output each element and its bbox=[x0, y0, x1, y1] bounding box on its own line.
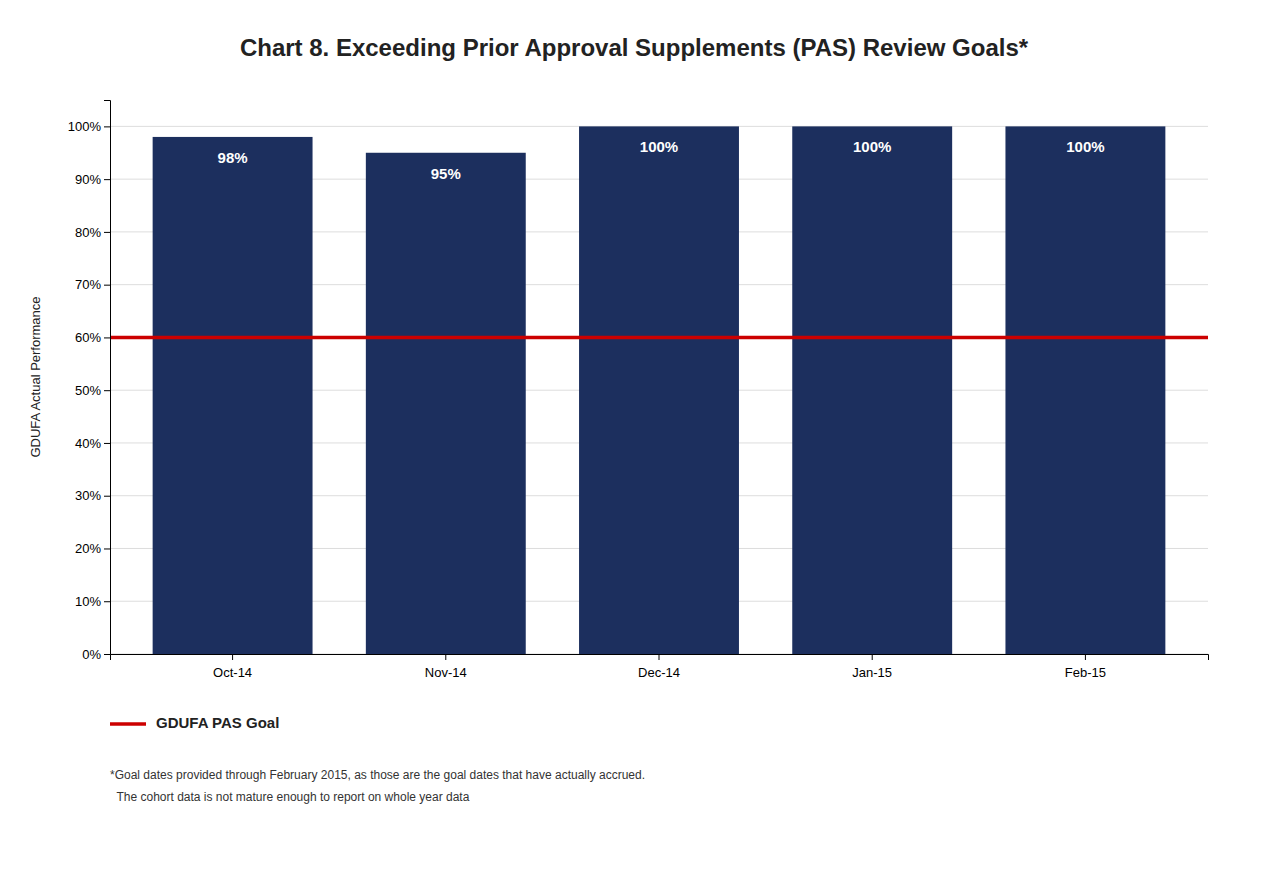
y-tick-label: 50% bbox=[75, 383, 101, 398]
x-tick-label: Jan-15 bbox=[852, 665, 892, 680]
y-tick: 0% bbox=[82, 647, 110, 662]
annotations: *Goal dates provided through February 20… bbox=[110, 768, 645, 804]
x-tick-label: Nov-14 bbox=[425, 665, 467, 680]
y-tick-mark bbox=[104, 601, 110, 602]
grid-line bbox=[110, 337, 1208, 338]
chart: Chart 8. Exceeding Prior Approval Supple… bbox=[0, 0, 1268, 884]
y-tick: 70% bbox=[75, 277, 110, 292]
y-tick-label: 10% bbox=[75, 594, 101, 609]
data-label: 100% bbox=[1066, 138, 1104, 155]
y-tick-label: 70% bbox=[75, 277, 101, 292]
y-tick: 50% bbox=[75, 383, 110, 398]
y-tick-mark bbox=[104, 443, 110, 444]
y-tick: 80% bbox=[75, 225, 110, 240]
y-tick-mark bbox=[104, 496, 110, 497]
y-tick-label: 20% bbox=[75, 541, 101, 556]
data-label: 95% bbox=[431, 165, 461, 182]
y-tick-mark bbox=[104, 285, 110, 286]
y-tick-label: 60% bbox=[75, 330, 101, 345]
x-tick: Nov-14 bbox=[425, 654, 467, 680]
y-tick: 30% bbox=[75, 488, 110, 503]
x-tick: Dec-14 bbox=[638, 654, 680, 680]
annotation: *Goal dates provided through February 20… bbox=[110, 768, 645, 782]
legend-swatch bbox=[110, 722, 146, 726]
x-tick: Oct-14 bbox=[213, 654, 252, 680]
x-axis: Oct-14 Nov-14 Dec-14 Jan-15 Feb-15 bbox=[111, 654, 1209, 680]
y-tick-label: 80% bbox=[75, 225, 101, 240]
marks bbox=[110, 126, 1208, 654]
bar bbox=[153, 137, 313, 654]
y-axis-title: GDUFA Actual Performance bbox=[28, 296, 43, 457]
title: Chart 8. Exceeding Prior Approval Supple… bbox=[240, 34, 1029, 61]
y-tick-mark bbox=[104, 232, 110, 233]
y-tick: 10% bbox=[75, 594, 110, 609]
y-tick-mark bbox=[104, 126, 110, 127]
legend-label: GDUFA PAS Goal bbox=[156, 714, 279, 731]
x-tick-label: Oct-14 bbox=[213, 665, 252, 680]
x-tick: Jan-15 bbox=[852, 654, 892, 680]
y-tick-label: 0% bbox=[82, 647, 101, 662]
x-tick: Feb-15 bbox=[1065, 654, 1106, 680]
grid bbox=[110, 126, 1208, 654]
y-axis-line bbox=[104, 101, 111, 655]
annotation: The cohort data is not mature enough to … bbox=[110, 790, 470, 804]
y-tick-label: 90% bbox=[75, 172, 101, 187]
y-tick: 90% bbox=[75, 172, 110, 187]
bar bbox=[1005, 126, 1165, 654]
y-tick-mark bbox=[104, 548, 110, 549]
bar bbox=[579, 126, 739, 654]
x-tick-mark bbox=[232, 654, 233, 660]
data-label: 100% bbox=[640, 138, 678, 155]
y-tick-mark bbox=[104, 654, 110, 655]
x-tick-mark bbox=[872, 654, 873, 660]
x-tick-mark bbox=[445, 654, 446, 660]
x-tick-mark bbox=[659, 654, 660, 660]
x-axis-line bbox=[111, 655, 1209, 661]
data-label: 100% bbox=[853, 138, 891, 155]
y-tick: 40% bbox=[75, 436, 110, 451]
y-tick: 60% bbox=[75, 330, 110, 345]
y-tick-mark bbox=[104, 390, 110, 391]
plot: 98% 95% 100% 100% 100% Oct-14 Nov-14 Dec-14 Jan-… bbox=[28, 101, 1209, 681]
y-tick-mark bbox=[104, 337, 110, 338]
x-tick-mark bbox=[1085, 654, 1086, 660]
x-tick-label: Feb-15 bbox=[1065, 665, 1106, 680]
data-labels: 98% 95% 100% 100% 100% bbox=[218, 138, 1105, 181]
bar bbox=[792, 126, 952, 654]
y-tick: 20% bbox=[75, 541, 110, 556]
y-axis: 0% 10% 20% 30% 40% 50% 60% 70% 80% 90% 100% bbox=[68, 101, 111, 662]
y-tick-label: 30% bbox=[75, 488, 101, 503]
x-tick-label: Dec-14 bbox=[638, 665, 680, 680]
y-tick-label: 40% bbox=[75, 436, 101, 451]
y-tick-mark bbox=[104, 179, 110, 180]
y-tick-label: 100% bbox=[68, 119, 102, 134]
bar bbox=[366, 153, 526, 654]
data-label: 98% bbox=[218, 149, 248, 166]
legend: GDUFA PAS Goal bbox=[110, 714, 279, 731]
y-tick: 100% bbox=[68, 119, 110, 134]
goal-line bbox=[110, 336, 1208, 340]
